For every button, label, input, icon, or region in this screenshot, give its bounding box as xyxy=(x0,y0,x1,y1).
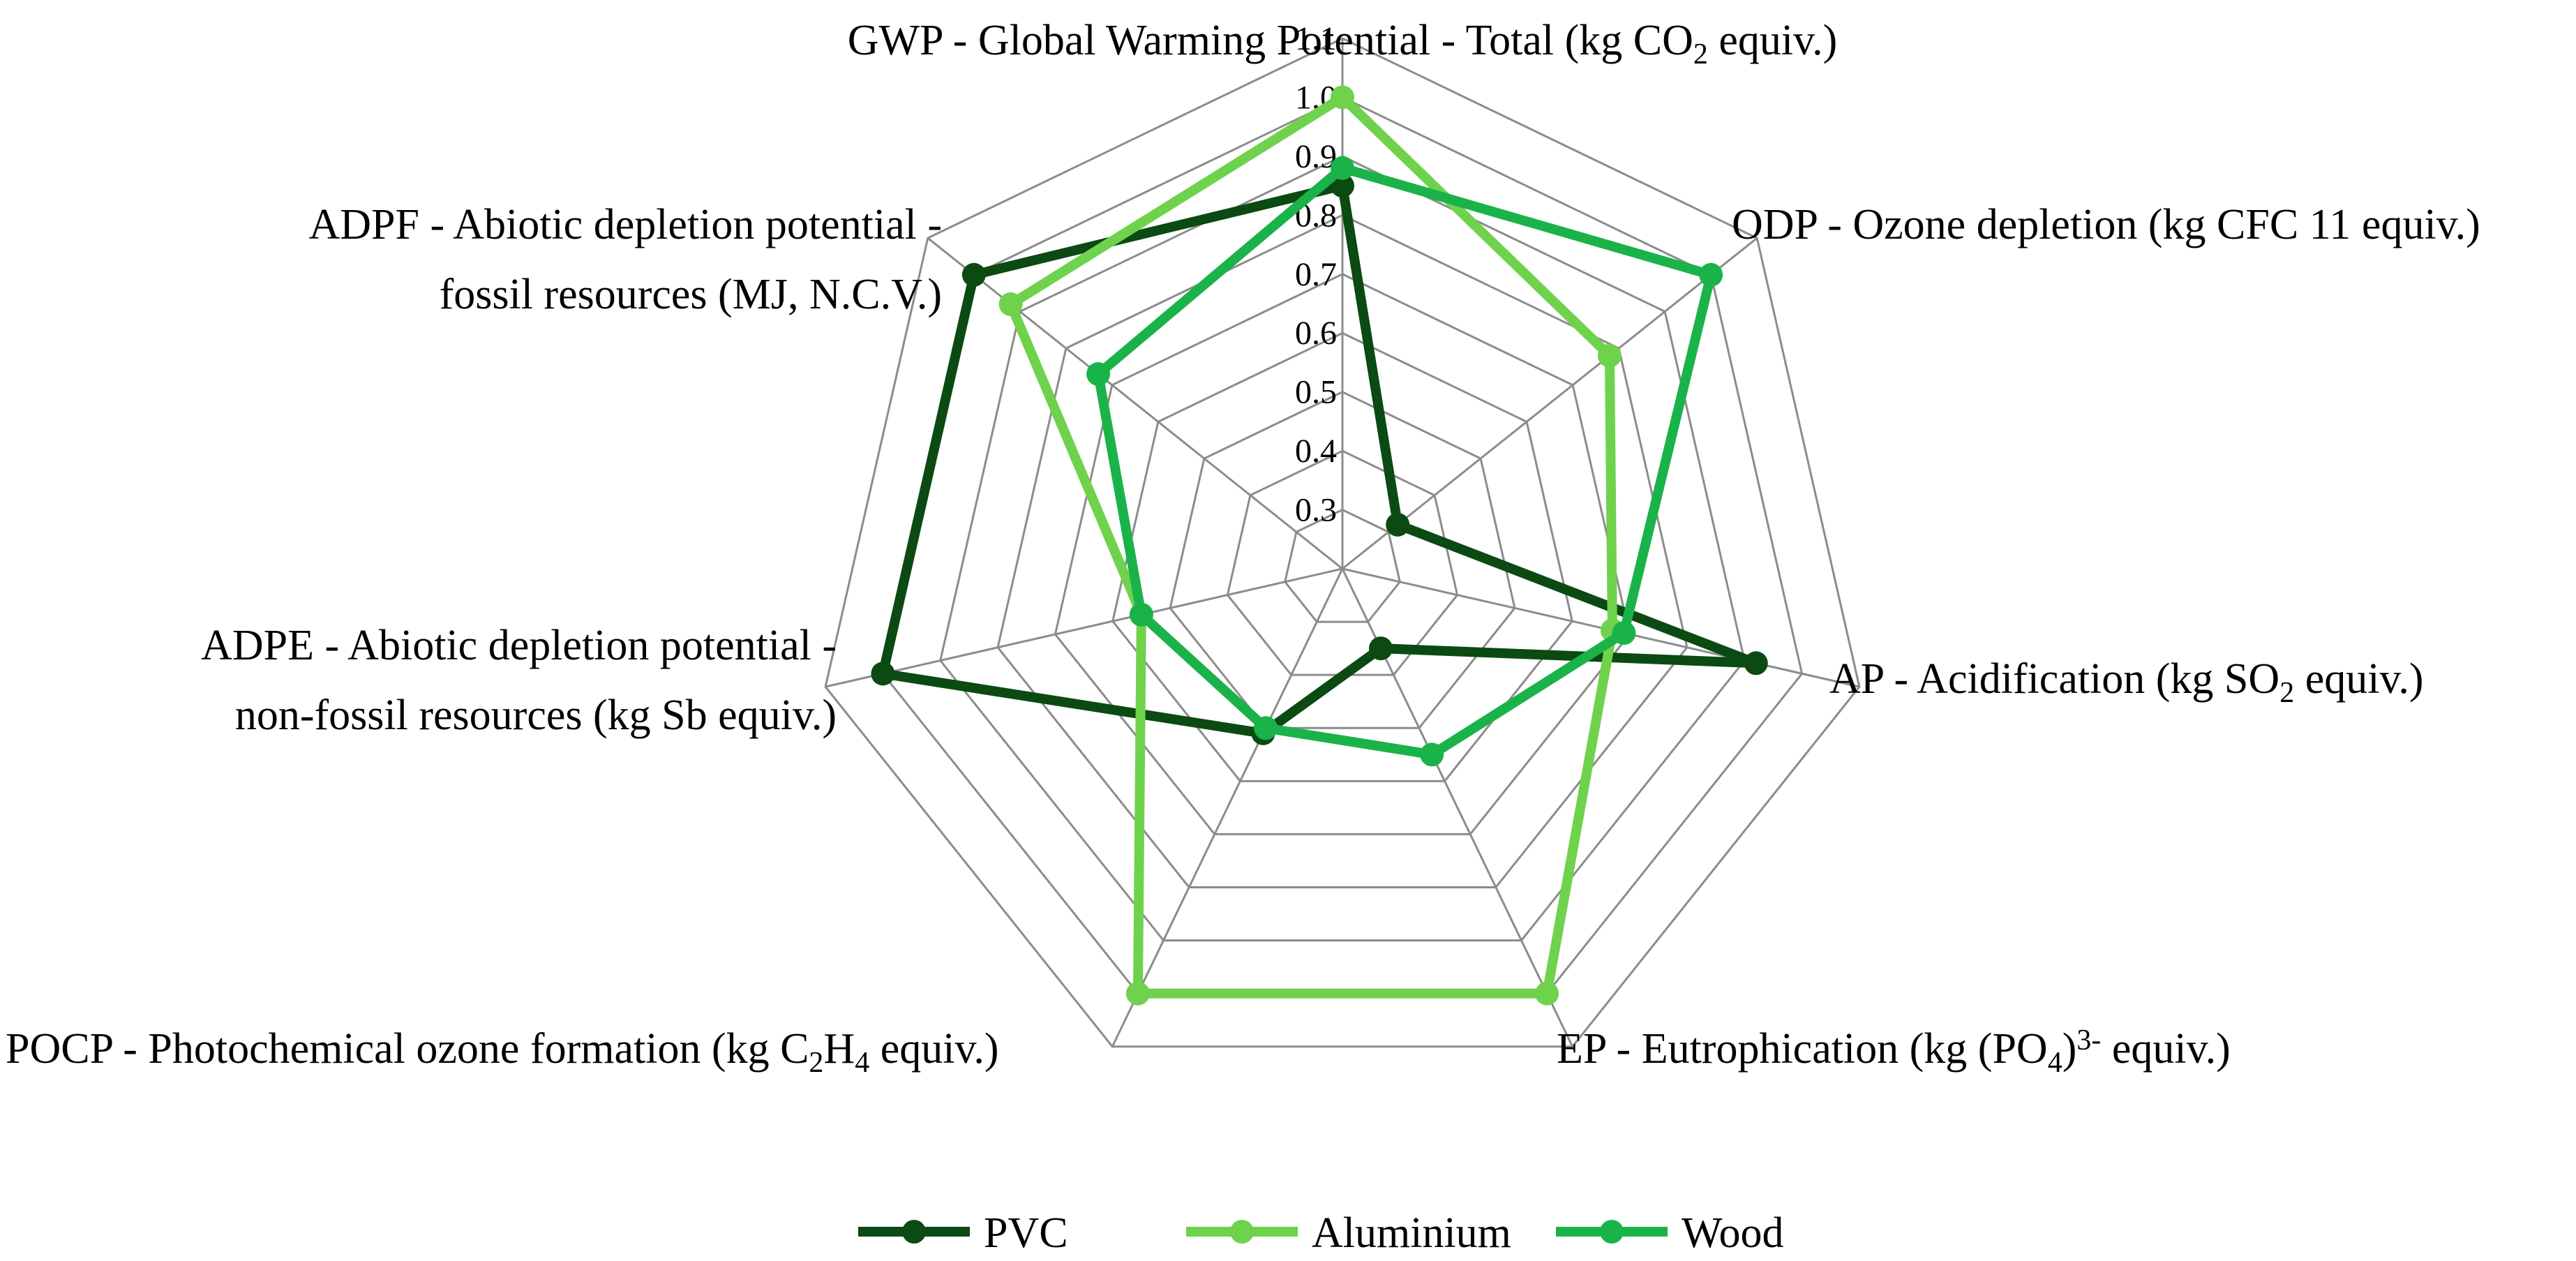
series-line xyxy=(876,179,1758,739)
data-point xyxy=(1129,602,1153,627)
data-point xyxy=(1125,981,1150,1006)
tick-label: 0.7 xyxy=(1295,256,1337,293)
grid-ring xyxy=(1054,273,1631,835)
data-series xyxy=(871,85,1768,1006)
legend-item-aluminium: Aluminium xyxy=(1186,1209,1511,1257)
data-point xyxy=(1386,512,1410,537)
radar-grid xyxy=(824,37,1861,1048)
axis-label: EP - Eutrophication (kg (PO4)3- equiv.) xyxy=(1557,1024,2231,1078)
legend-label: PVC xyxy=(984,1209,1068,1257)
radial-tick-labels: 0.30.40.50.60.70.80.91.01.1 xyxy=(1295,20,1337,529)
tick-label: 0.4 xyxy=(1295,433,1337,470)
tick-label: 0.9 xyxy=(1295,138,1337,175)
axis-label: POCP - Photochemical ozone formation (kg… xyxy=(6,1025,999,1079)
legend-swatch-marker xyxy=(902,1220,926,1244)
tick-label: 0.5 xyxy=(1295,374,1337,411)
tick-label: 0.6 xyxy=(1295,315,1337,352)
axis-label: ODP - Ozone depletion (kg CFC 11 equiv.) xyxy=(1732,201,2480,248)
legend-swatch-marker xyxy=(1600,1220,1624,1244)
grid-ring xyxy=(1169,391,1516,729)
tick-label: 0.3 xyxy=(1295,492,1337,529)
tick-label: 1.1 xyxy=(1295,20,1337,57)
grid-ring xyxy=(1111,331,1573,782)
data-point xyxy=(1331,85,1354,110)
legend-label: Wood xyxy=(1682,1209,1784,1257)
data-point xyxy=(1744,651,1768,676)
axis-label: ADPF - Abiotic depletion potential - xyxy=(308,201,942,248)
grid-ring xyxy=(824,37,1861,1048)
series-aluminium xyxy=(998,85,1624,1006)
axis-label: GWP - Global Warming Potential - Total (… xyxy=(848,17,1838,70)
grid-ring xyxy=(1284,508,1401,623)
data-point xyxy=(1597,343,1622,368)
data-point xyxy=(961,262,986,287)
axis-spoke xyxy=(1111,568,1344,1047)
data-point xyxy=(1420,743,1444,767)
data-point xyxy=(1612,621,1636,646)
data-point xyxy=(1254,716,1278,740)
grid-ring xyxy=(939,155,1746,942)
axis-label: AP - Acidification (kg SO2 equiv.) xyxy=(1829,655,2424,709)
axis-spoke xyxy=(1342,237,1758,570)
legend-item-wood: Wood xyxy=(1556,1209,1784,1257)
data-point xyxy=(998,292,1023,316)
axis-spoke xyxy=(927,237,1343,570)
legend-item-pvc: PVC xyxy=(858,1209,1068,1257)
data-point xyxy=(1535,981,1559,1006)
legend: PVC Aluminium Wood xyxy=(858,1209,1784,1257)
data-point xyxy=(1368,636,1393,661)
series-line xyxy=(1093,163,1717,760)
axis-label: ADPE - Abiotic depletion potential - xyxy=(201,622,837,669)
axis-label: non-fossil resources (kg Sb equiv.) xyxy=(235,692,837,739)
axis-labels: GWP - Global Warming Potential - Total (… xyxy=(6,17,2480,1079)
legend-swatch-marker xyxy=(1230,1220,1254,1244)
axis-spoke xyxy=(825,567,1343,688)
data-point xyxy=(1331,174,1354,198)
legend-label: Aluminium xyxy=(1312,1209,1511,1257)
series-wood xyxy=(1086,156,1723,767)
data-point xyxy=(1086,361,1111,386)
axis-label: fossil resources (MJ, N.C.V.) xyxy=(440,271,942,318)
data-point xyxy=(1699,262,1723,287)
data-point xyxy=(871,662,895,686)
series-line xyxy=(1004,91,1617,999)
data-point xyxy=(1331,156,1354,180)
